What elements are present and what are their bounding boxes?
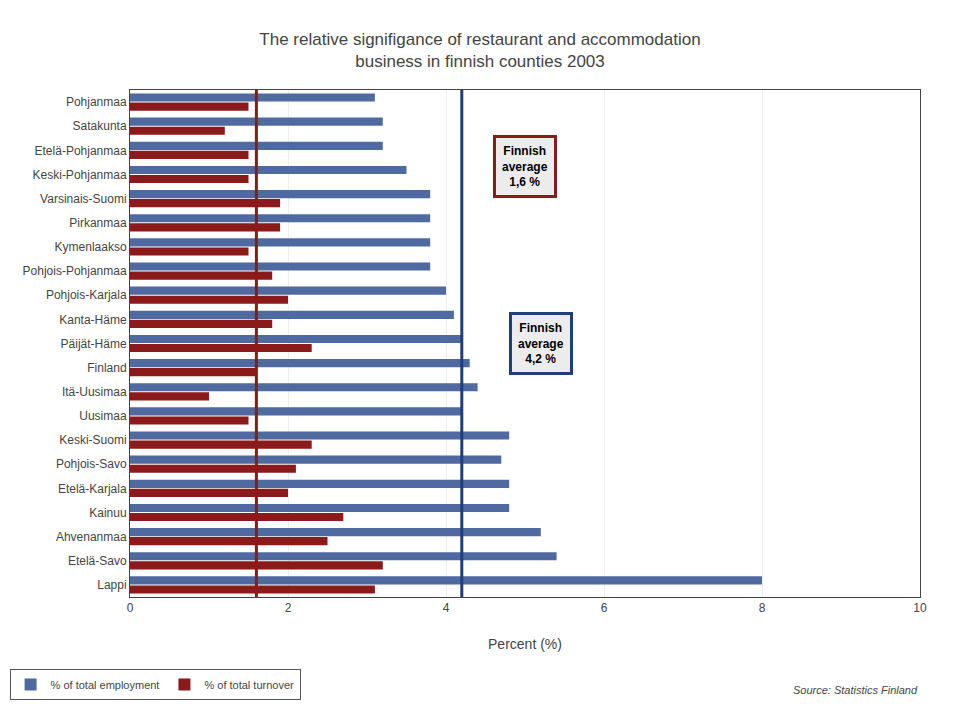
svg-text:0: 0 bbox=[127, 601, 134, 615]
svg-text:Etelä-Pohjanmaa: Etelä-Pohjanmaa bbox=[35, 144, 127, 158]
svg-text:Finnishaverage4,2 %: Finnishaverage4,2 % bbox=[518, 321, 564, 366]
svg-text:Kymenlaakso: Kymenlaakso bbox=[55, 240, 127, 254]
svg-text:2: 2 bbox=[285, 601, 292, 615]
svg-text:Finnishaverage1,6 %: Finnishaverage1,6 % bbox=[502, 144, 548, 189]
svg-text:6: 6 bbox=[601, 601, 608, 615]
svg-text:Etelä-Savo: Etelä-Savo bbox=[68, 554, 127, 568]
svg-text:Kanta-Häme: Kanta-Häme bbox=[59, 313, 127, 327]
svg-text:Etelä-Karjala: Etelä-Karjala bbox=[58, 482, 127, 496]
svg-text:% of total employment: % of total employment bbox=[51, 679, 160, 691]
svg-text:4: 4 bbox=[443, 601, 450, 615]
svg-text:Satakunta: Satakunta bbox=[73, 119, 127, 133]
svg-text:Pohjois-Karjala: Pohjois-Karjala bbox=[46, 288, 127, 302]
svg-text:The relative signifigance of r: The relative signifigance of restaurant … bbox=[259, 30, 700, 71]
svg-text:Finland: Finland bbox=[87, 361, 126, 375]
svg-text:Pohjanmaa: Pohjanmaa bbox=[66, 95, 127, 109]
svg-text:Varsinais-Suomi: Varsinais-Suomi bbox=[40, 192, 126, 206]
svg-text:8: 8 bbox=[759, 601, 766, 615]
svg-text:Uusimaa: Uusimaa bbox=[79, 409, 127, 423]
svg-text:Ahvenanmaa: Ahvenanmaa bbox=[56, 530, 127, 544]
svg-text:Source: Statistics Finland: Source: Statistics Finland bbox=[793, 684, 918, 696]
svg-text:Percent (%): Percent (%) bbox=[488, 636, 562, 652]
svg-text:Keski-Suomi: Keski-Suomi bbox=[59, 433, 126, 447]
svg-text:Pohjois-Pohjanmaa: Pohjois-Pohjanmaa bbox=[23, 264, 127, 278]
svg-text:Itä-Uusimaa: Itä-Uusimaa bbox=[62, 385, 127, 399]
svg-text:Keski-Pohjanmaa: Keski-Pohjanmaa bbox=[33, 168, 127, 182]
svg-text:Pohjois-Savo: Pohjois-Savo bbox=[56, 457, 127, 471]
svg-text:Kainuu: Kainuu bbox=[89, 506, 126, 520]
svg-text:10: 10 bbox=[913, 601, 927, 615]
svg-text:% of total turnover: % of total turnover bbox=[204, 679, 294, 691]
svg-text:Pirkanmaa: Pirkanmaa bbox=[69, 216, 127, 230]
svg-text:Päijät-Häme: Päijät-Häme bbox=[61, 337, 127, 351]
svg-text:Lappi: Lappi bbox=[97, 578, 126, 592]
